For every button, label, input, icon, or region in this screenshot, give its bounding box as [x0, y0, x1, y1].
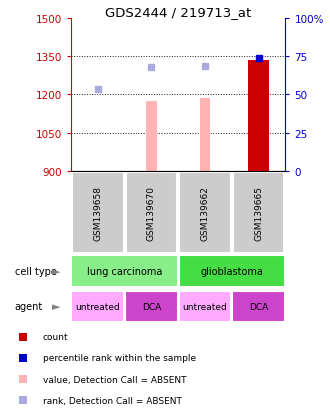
- Text: GSM139665: GSM139665: [254, 185, 263, 240]
- Bar: [179, 291, 231, 323]
- Bar: [233, 172, 284, 253]
- Text: value, Detection Call = ABSENT: value, Detection Call = ABSENT: [43, 375, 186, 384]
- Bar: [232, 291, 285, 323]
- Bar: [72, 256, 178, 287]
- Text: ►: ►: [52, 266, 60, 277]
- Text: GSM139670: GSM139670: [147, 185, 156, 240]
- Text: agent: agent: [15, 301, 43, 312]
- Text: ►: ►: [52, 301, 60, 312]
- Text: GSM139662: GSM139662: [201, 185, 210, 240]
- Bar: [72, 291, 124, 323]
- Title: GDS2444 / 219713_at: GDS2444 / 219713_at: [105, 6, 251, 19]
- Text: untreated: untreated: [182, 302, 227, 311]
- Text: GSM139658: GSM139658: [93, 185, 102, 240]
- Text: DCA: DCA: [249, 302, 268, 311]
- Bar: [179, 256, 285, 287]
- Bar: [126, 172, 177, 253]
- Bar: [248, 61, 269, 171]
- Bar: [72, 172, 123, 253]
- Text: glioblastoma: glioblastoma: [200, 266, 263, 277]
- Bar: [200, 99, 211, 171]
- Text: rank, Detection Call = ABSENT: rank, Detection Call = ABSENT: [43, 396, 182, 405]
- Text: cell type: cell type: [15, 266, 57, 277]
- Bar: [179, 172, 231, 253]
- Text: DCA: DCA: [142, 302, 161, 311]
- Bar: [125, 291, 178, 323]
- Text: untreated: untreated: [75, 302, 120, 311]
- Bar: [146, 101, 157, 171]
- Text: percentile rank within the sample: percentile rank within the sample: [43, 354, 196, 363]
- Text: count: count: [43, 332, 69, 342]
- Text: lung carcinoma: lung carcinoma: [87, 266, 162, 277]
